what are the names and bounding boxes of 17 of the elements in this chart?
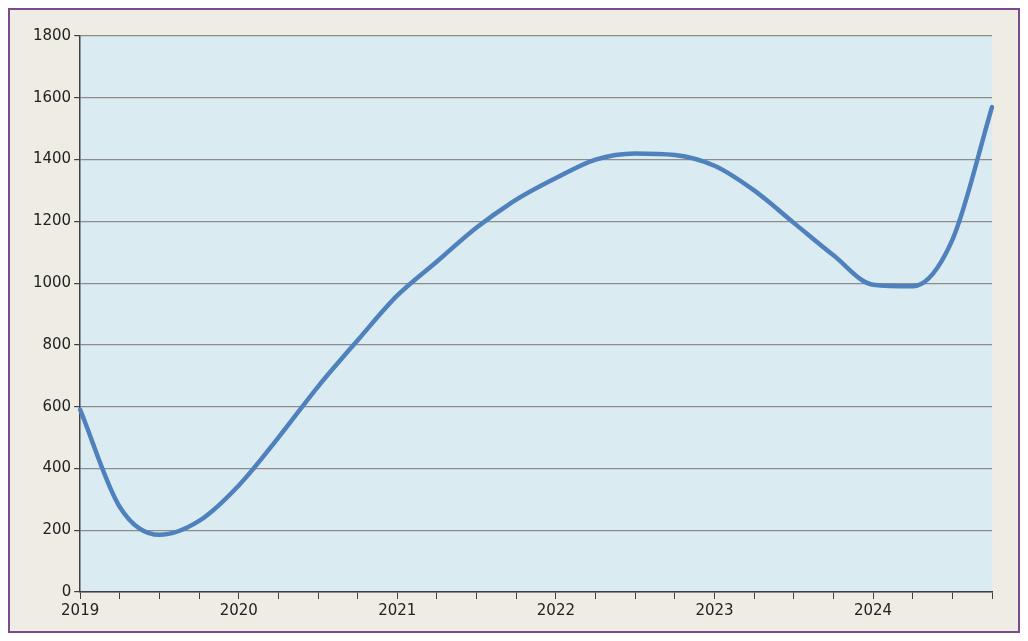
y-tick-label: 1000 xyxy=(32,273,72,291)
y-tick-label: 200 xyxy=(42,520,72,539)
x-tick-label: 2024 xyxy=(853,600,893,619)
x-tick-label: 2023 xyxy=(695,600,734,619)
line-series xyxy=(77,104,995,538)
y-tick-label: 1400 xyxy=(32,149,72,168)
y-tick-label: 800 xyxy=(42,334,72,353)
y-tick-label: 600 xyxy=(42,396,72,415)
x-tick-label: 2022 xyxy=(536,600,575,619)
x-tick-label: 2020 xyxy=(219,600,258,619)
y-tick-label: 1200 xyxy=(32,211,72,230)
x-tick-label: 2021 xyxy=(378,600,417,619)
y-tick-label: 1600 xyxy=(32,87,72,106)
y-tick-label: 400 xyxy=(42,458,72,477)
y-tick-label: 1800 xyxy=(32,25,72,44)
y-tick-label: 0 xyxy=(61,581,72,600)
x-tick-label: 2019 xyxy=(61,600,100,619)
